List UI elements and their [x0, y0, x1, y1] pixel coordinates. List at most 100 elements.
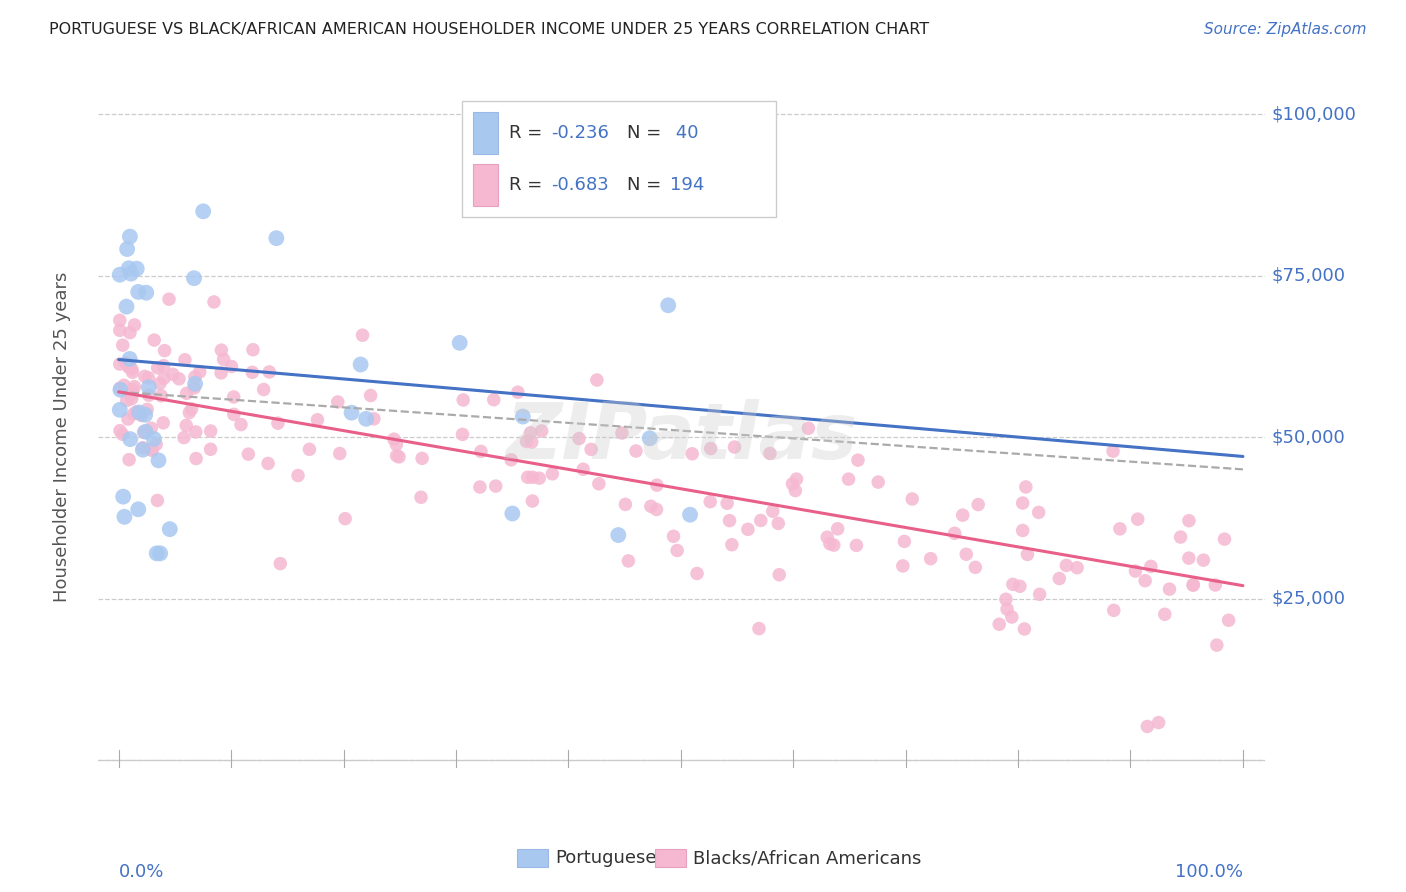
- Point: [1028, 587, 1050, 601]
- Point: [202, 295, 225, 310]
- Point: [723, 440, 745, 454]
- Point: [212, 352, 235, 367]
- Point: [815, 530, 838, 544]
- Point: [1028, 505, 1050, 519]
- Point: [607, 528, 630, 542]
- Point: [645, 502, 668, 516]
- Point: [737, 522, 759, 536]
- Point: [1125, 564, 1147, 578]
- Point: [1170, 530, 1192, 544]
- Point: [1218, 613, 1240, 627]
- Point: [516, 470, 538, 484]
- Point: [115, 393, 138, 408]
- Point: [1047, 572, 1070, 586]
- Text: -0.683: -0.683: [551, 176, 609, 194]
- Point: [1178, 551, 1201, 566]
- Point: [141, 443, 163, 458]
- Point: [1192, 553, 1215, 567]
- Point: [501, 507, 523, 521]
- Point: [121, 392, 143, 406]
- Point: [482, 392, 505, 407]
- Point: [1001, 577, 1024, 591]
- Point: [298, 442, 321, 457]
- Point: [183, 381, 205, 395]
- Text: PORTUGUESE VS BLACK/AFRICAN AMERICAN HOUSEHOLDER INCOME UNDER 25 YEARS CORRELATI: PORTUGUESE VS BLACK/AFRICAN AMERICAN HOU…: [49, 22, 929, 37]
- Point: [117, 412, 139, 426]
- Point: [153, 371, 176, 385]
- Point: [184, 425, 207, 439]
- Point: [326, 395, 349, 409]
- Point: [614, 497, 637, 511]
- Point: [868, 475, 890, 489]
- Point: [209, 366, 232, 380]
- Point: [118, 452, 141, 467]
- Point: [846, 453, 869, 467]
- Point: [501, 452, 523, 467]
- Point: [515, 434, 537, 449]
- Point: [1136, 719, 1159, 733]
- Point: [125, 261, 148, 276]
- Point: [759, 446, 782, 460]
- Point: [522, 494, 544, 508]
- Point: [118, 360, 141, 375]
- Point: [184, 376, 207, 391]
- Point: [141, 442, 163, 457]
- Point: [150, 389, 173, 403]
- Point: [122, 383, 145, 397]
- Point: [749, 513, 772, 527]
- Point: [449, 335, 471, 350]
- Point: [1102, 603, 1125, 617]
- Text: N =: N =: [627, 176, 666, 194]
- Point: [485, 479, 508, 493]
- Point: [138, 371, 160, 385]
- Point: [118, 229, 141, 244]
- Point: [716, 496, 738, 510]
- Point: [1205, 638, 1227, 652]
- Point: [179, 406, 201, 420]
- Point: [128, 405, 150, 419]
- Text: R =: R =: [509, 125, 548, 143]
- Point: [748, 622, 770, 636]
- Point: [108, 313, 131, 327]
- Point: [143, 432, 166, 446]
- Point: [385, 437, 408, 451]
- Point: [409, 490, 432, 504]
- Point: [785, 472, 807, 486]
- Point: [1178, 514, 1201, 528]
- Point: [1014, 622, 1036, 636]
- Point: [955, 547, 977, 561]
- Point: [135, 285, 157, 300]
- Point: [572, 462, 595, 476]
- Point: [115, 356, 138, 370]
- Text: $75,000: $75,000: [1271, 267, 1346, 285]
- Point: [141, 421, 163, 435]
- Point: [173, 431, 195, 445]
- Point: [132, 425, 155, 439]
- Point: [610, 425, 633, 440]
- Point: [785, 483, 807, 498]
- FancyBboxPatch shape: [461, 101, 776, 218]
- Point: [451, 427, 474, 442]
- Text: Householder Income Under 25 years: Householder Income Under 25 years: [53, 272, 72, 602]
- Point: [153, 343, 176, 358]
- Point: [354, 412, 377, 426]
- Point: [134, 408, 156, 422]
- Text: 194: 194: [669, 176, 704, 194]
- Point: [108, 424, 131, 438]
- Point: [388, 450, 411, 464]
- Point: [242, 343, 264, 357]
- Point: [125, 405, 148, 419]
- Point: [512, 409, 534, 424]
- Point: [193, 204, 215, 219]
- Point: [920, 551, 942, 566]
- Point: [131, 409, 153, 423]
- Point: [134, 369, 156, 384]
- Point: [568, 432, 591, 446]
- Point: [146, 493, 169, 508]
- Point: [1182, 578, 1205, 592]
- Point: [1182, 577, 1205, 591]
- Point: [699, 494, 721, 508]
- Point: [222, 390, 245, 404]
- Point: [1015, 480, 1038, 494]
- Point: [162, 368, 184, 382]
